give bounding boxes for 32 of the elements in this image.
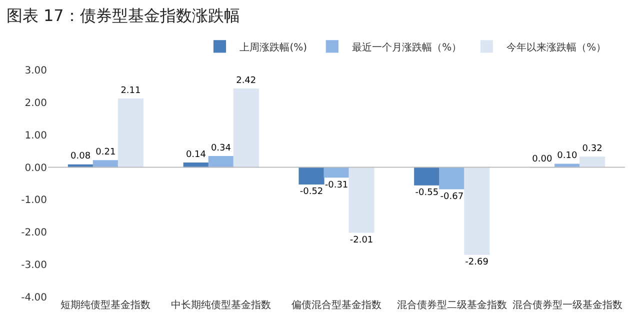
data-label: -0.67 [440, 192, 464, 202]
legend-label: 今年以来涨跌幅（%） [506, 41, 606, 54]
data-label: 0.21 [96, 147, 116, 158]
y-tick-label: 0.00 [24, 162, 47, 174]
legend-label: 上周涨跌幅(%) [240, 41, 308, 54]
data-label: -2.69 [465, 258, 489, 268]
legend-label: 最近一个月涨跌幅（%） [352, 41, 462, 54]
y-tick-label: 2.00 [24, 98, 47, 109]
data-label: -0.52 [300, 187, 324, 198]
x-tick-label: 偏债混合型基金指数 [292, 299, 382, 311]
x-tick-label: 短期纯债型基金指数 [60, 299, 151, 311]
x-tick-label: 混合债券型二级基金指数 [396, 299, 507, 311]
y-tick-label: 1.00 [24, 130, 47, 142]
chart-title: 图表 17：债券型基金指数涨跌幅 [6, 6, 240, 26]
data-label: 0.34 [210, 143, 232, 154]
data-label: -2.01 [350, 235, 374, 246]
data-label: 2.42 [236, 76, 256, 86]
data-label: 0.10 [557, 151, 578, 162]
data-label: 0.08 [70, 152, 91, 162]
y-tick-label: -1.00 [21, 195, 47, 206]
x-tick-label: 中长期纯债型基金指数 [171, 299, 272, 311]
y-tick-label: -4.00 [21, 292, 47, 304]
y-tick-label: -2.00 [21, 228, 47, 239]
data-label: 0.00 [532, 154, 552, 164]
x-tick-label: 混合债券型一级基金指数 [512, 299, 622, 311]
data-label: 0.14 [186, 150, 206, 160]
data-label: -0.31 [324, 180, 348, 190]
data-label: 2.11 [120, 86, 141, 96]
y-tick-label: -3.00 [21, 260, 47, 272]
data-label: -0.55 [415, 188, 439, 198]
data-label: 0.32 [582, 144, 602, 154]
y-tick-label: 3.00 [24, 66, 47, 76]
